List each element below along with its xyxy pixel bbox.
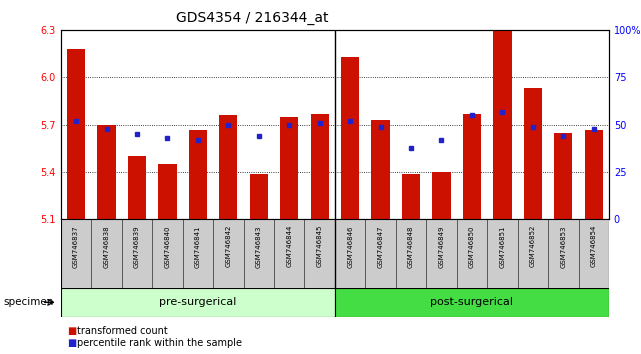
- Bar: [335, 288, 609, 317]
- Bar: [280, 117, 298, 219]
- Bar: [554, 133, 572, 219]
- Text: percentile rank within the sample: percentile rank within the sample: [77, 338, 242, 348]
- Text: GSM746851: GSM746851: [499, 225, 505, 268]
- Text: GSM746854: GSM746854: [591, 225, 597, 267]
- Text: GSM746841: GSM746841: [195, 225, 201, 268]
- Bar: [524, 88, 542, 219]
- Bar: [341, 57, 359, 219]
- Bar: [310, 114, 329, 219]
- Text: GSM746845: GSM746845: [317, 225, 322, 267]
- Text: GSM746844: GSM746844: [287, 225, 292, 267]
- Text: GSM746838: GSM746838: [104, 225, 110, 268]
- Bar: [158, 164, 176, 219]
- Text: GSM746852: GSM746852: [530, 225, 536, 267]
- Text: GSM746842: GSM746842: [226, 225, 231, 267]
- Text: GSM746850: GSM746850: [469, 225, 475, 268]
- Bar: [188, 130, 207, 219]
- Bar: [61, 288, 335, 317]
- Text: ■: ■: [67, 338, 76, 348]
- Bar: [219, 115, 237, 219]
- Text: pre-surgerical: pre-surgerical: [159, 297, 237, 307]
- Bar: [249, 174, 268, 219]
- Text: GSM746847: GSM746847: [378, 225, 383, 268]
- Text: GSM746837: GSM746837: [73, 225, 79, 268]
- Text: GSM746846: GSM746846: [347, 225, 353, 268]
- Bar: [463, 114, 481, 219]
- Text: GSM746848: GSM746848: [408, 225, 414, 268]
- Bar: [585, 130, 603, 219]
- Text: transformed count: transformed count: [77, 326, 168, 336]
- Text: specimen: specimen: [3, 297, 54, 307]
- Bar: [432, 172, 451, 219]
- Text: post-surgerical: post-surgerical: [431, 297, 513, 307]
- Text: GSM746843: GSM746843: [256, 225, 262, 268]
- Bar: [371, 120, 390, 219]
- Bar: [128, 156, 146, 219]
- Text: ■: ■: [67, 326, 76, 336]
- Bar: [493, 30, 512, 219]
- Text: GDS4354 / 216344_at: GDS4354 / 216344_at: [176, 11, 329, 25]
- Bar: [67, 49, 85, 219]
- Text: GSM746853: GSM746853: [560, 225, 566, 268]
- Text: GSM746849: GSM746849: [438, 225, 444, 268]
- Bar: [402, 174, 420, 219]
- Bar: [97, 125, 115, 219]
- Text: GSM746840: GSM746840: [165, 225, 171, 268]
- Text: GSM746839: GSM746839: [134, 225, 140, 268]
